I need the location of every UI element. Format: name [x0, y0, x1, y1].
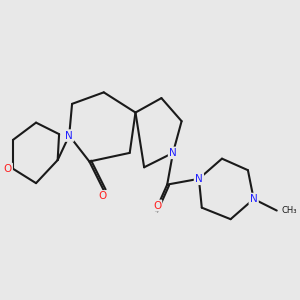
Text: CH₃: CH₃ [281, 206, 297, 215]
Text: N: N [65, 130, 73, 141]
Text: N: N [195, 174, 203, 184]
Text: O: O [4, 164, 12, 174]
Text: N: N [250, 194, 257, 204]
Text: O: O [98, 191, 106, 201]
Text: O: O [153, 201, 161, 211]
Text: N: N [169, 148, 177, 158]
